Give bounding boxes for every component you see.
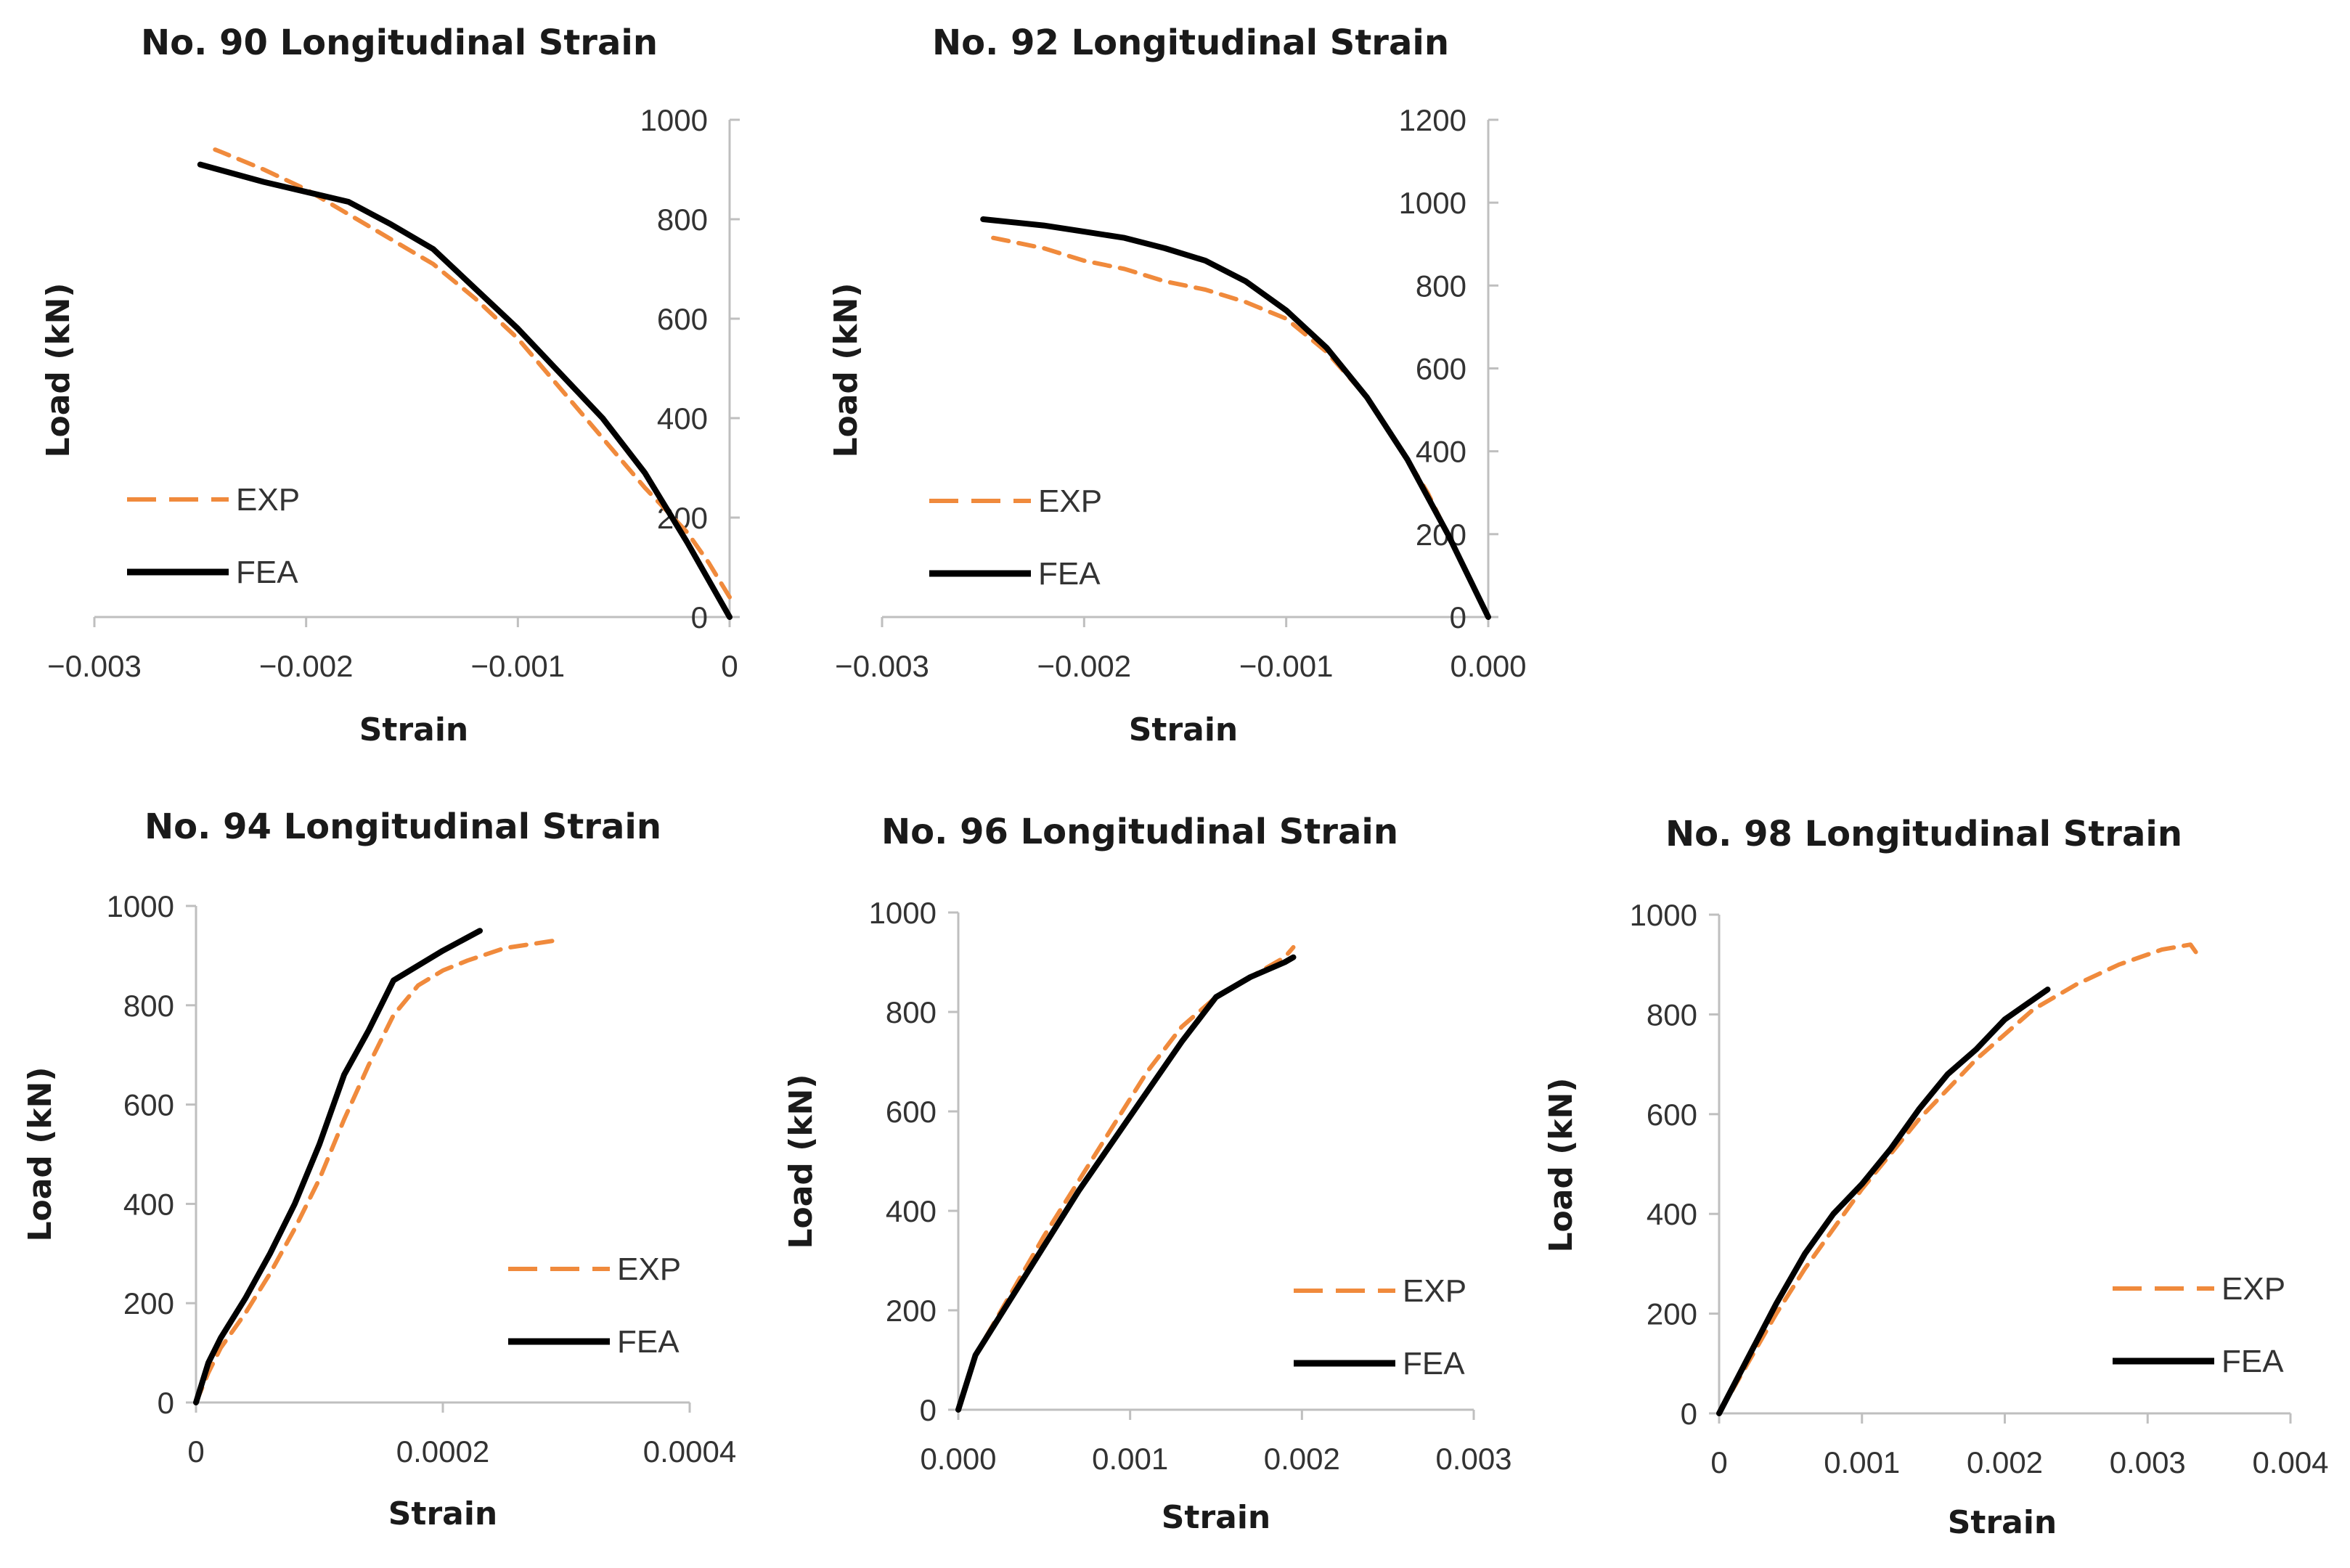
x-tick-label: −0.003 [835, 649, 929, 683]
y-tick-label: 0 [1681, 1397, 1697, 1431]
series-line-exp [194, 938, 556, 1405]
x-tick-label: −0.002 [259, 649, 354, 683]
x-axis-label: Strain [1129, 711, 1239, 748]
x-tick-label: 0.0002 [396, 1434, 489, 1469]
series-line-fea [1716, 987, 2051, 1416]
legend-label-fea: FEA [1038, 556, 1101, 592]
y-tick-label: 200 [886, 1294, 937, 1328]
x-tick-label: 0.003 [1435, 1442, 1511, 1476]
y-tick-label: 800 [1647, 997, 1697, 1032]
legend-label-fea: FEA [617, 1324, 680, 1360]
x-axis-label: Strain [388, 1495, 498, 1532]
x-tick-label: 0 [187, 1434, 204, 1469]
y-tick-label: 600 [1647, 1098, 1697, 1132]
x-tick-label: 0.000 [1450, 649, 1526, 683]
series-line-fea [197, 161, 733, 620]
legend-label-exp: EXP [2222, 1271, 2285, 1307]
y-axis-label: Load (kN) [783, 1074, 820, 1249]
y-tick-label: 1000 [1399, 186, 1466, 220]
y-tick-label: 800 [1416, 269, 1466, 303]
x-tick-label: 0 [721, 649, 738, 683]
y-tick-label: 1000 [640, 103, 708, 137]
y-tick-label: 1000 [107, 889, 174, 923]
y-tick-label: 1200 [1399, 103, 1466, 137]
y-tick-label: 0 [1450, 600, 1466, 634]
y-axis-label: Load (kN) [828, 282, 865, 457]
y-tick-label: 1000 [1630, 898, 1697, 932]
y-tick-label: 600 [1416, 352, 1466, 386]
x-tick-label: 0 [1710, 1445, 1727, 1479]
series-line-exp [213, 147, 732, 600]
x-tick-label: 0.004 [2252, 1445, 2328, 1479]
chart-title: No. 94 Longitudinal Strain [144, 807, 661, 847]
x-tick-label: 0.002 [1967, 1445, 2043, 1479]
x-tick-label: −0.001 [1239, 649, 1334, 683]
x-tick-label: −0.001 [471, 649, 566, 683]
y-tick-label: 600 [123, 1088, 174, 1122]
x-tick-label: 0.0004 [643, 1434, 736, 1469]
x-tick-label: 0.001 [1824, 1445, 1900, 1479]
y-tick-label: 200 [123, 1286, 174, 1320]
series-line-exp [956, 944, 1296, 1412]
y-tick-label: 1000 [869, 896, 937, 930]
chart-title: No. 90 Longitudinal Strain [141, 23, 658, 63]
y-tick-label: 0 [920, 1393, 937, 1427]
y-tick-label: 600 [657, 302, 708, 336]
legend-label-exp: EXP [236, 482, 300, 518]
y-tick-label: 400 [123, 1187, 174, 1221]
y-tick-label: 800 [123, 989, 174, 1023]
chart-panel-1: No. 92 Longitudinal Strain −0.003 −0.002 −0… [828, 23, 1527, 748]
x-tick-label: −0.003 [47, 649, 142, 683]
series-line-fea [980, 216, 1491, 620]
series-line-exp [1717, 942, 2200, 1416]
y-axis-label: Load (kN) [1543, 1077, 1580, 1252]
chart-title: No. 98 Longitudinal Strain [1665, 814, 2182, 854]
y-tick-label: 0 [691, 600, 708, 634]
legend-label-exp: EXP [1403, 1273, 1466, 1309]
legend-label-exp: EXP [1038, 483, 1102, 519]
x-tick-label: 0.002 [1264, 1442, 1340, 1476]
chart-panel-3: No. 96 Longitudinal Strain 0.000 0.001 0.00… [783, 812, 1512, 1536]
series-line-fea [955, 954, 1297, 1413]
y-axis-label: Load (kN) [22, 1066, 59, 1241]
x-axis-label: Strain [1948, 1504, 2057, 1541]
y-tick-label: 400 [1647, 1197, 1697, 1231]
chart-panel-2: No. 94 Longitudinal Strain 0 0.0002 0.0004 0… [22, 807, 736, 1532]
legend-label-fea: FEA [236, 555, 298, 590]
x-tick-label: −0.002 [1037, 649, 1132, 683]
chart-title: No. 92 Longitudinal Strain [932, 23, 1449, 63]
legend-label-fea: FEA [2222, 1344, 2284, 1379]
y-tick-label: 600 [886, 1095, 937, 1129]
x-tick-label: 0.003 [2110, 1445, 2186, 1479]
y-tick-label: 200 [1647, 1297, 1697, 1331]
y-axis-label: Load (kN) [40, 282, 77, 457]
chart-panel-4: No. 98 Longitudinal Strain 0 0.001 0.002 0.0… [1543, 814, 2329, 1541]
y-tick-label: 800 [657, 203, 708, 237]
y-tick-label: 400 [1416, 435, 1466, 469]
x-axis-label: Strain [359, 711, 469, 748]
y-tick-label: 0 [158, 1386, 174, 1420]
y-tick-label: 400 [886, 1194, 937, 1228]
y-tick-label: 800 [886, 995, 937, 1029]
series-line-fea [193, 928, 483, 1405]
legend-label-fea: FEA [1403, 1346, 1465, 1381]
y-tick-label: 400 [657, 401, 708, 436]
x-axis-label: Strain [1162, 1499, 1271, 1536]
x-tick-label: 0.000 [920, 1442, 996, 1476]
legend-label-exp: EXP [617, 1251, 681, 1287]
x-tick-label: 0.001 [1092, 1442, 1168, 1476]
chart-title: No. 96 Longitudinal Strain [881, 812, 1398, 852]
chart-panel-0: No. 90 Longitudinal Strain −0.003 −0.002 −0… [40, 23, 740, 748]
